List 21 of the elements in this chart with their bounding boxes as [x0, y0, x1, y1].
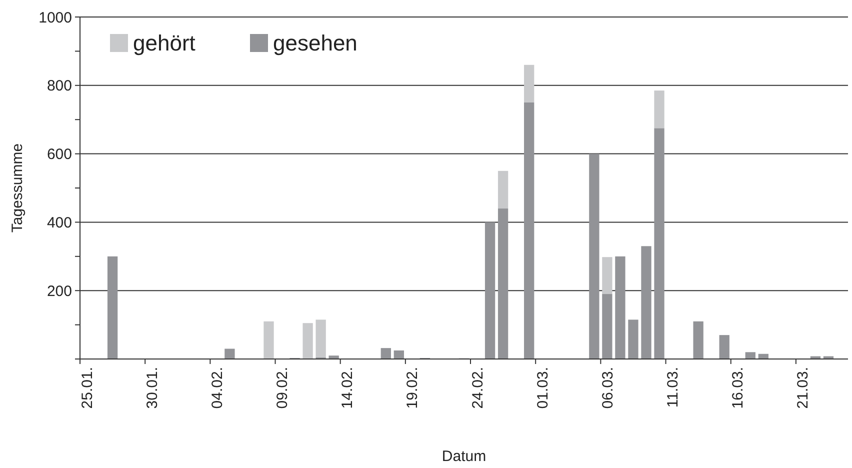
x-tick-label: 04.02.: [208, 367, 226, 409]
legend-label: gesehen: [273, 30, 358, 56]
y-tick-label: 800: [46, 78, 72, 95]
x-tick-label: 19.02.: [404, 367, 422, 409]
x-tick-label: 21.03.: [794, 367, 812, 409]
y-tick-label: 600: [46, 146, 72, 164]
y-tick-label: 400: [46, 214, 72, 232]
y-tick-label: 1000: [38, 9, 72, 26]
x-tick-label: 01.03.: [534, 367, 552, 409]
x-tick-label: 25.01.: [78, 367, 96, 409]
x-tick-label: 16.03.: [730, 367, 747, 409]
x-tick-label: 09.02.: [274, 367, 292, 409]
y-tick-label: 200: [46, 282, 72, 300]
legend-label: gehört: [133, 30, 196, 56]
x-axis-title: Datum: [442, 448, 486, 465]
x-tick-label: 06.03.: [599, 367, 616, 409]
y-axis-title: Tagessumme: [9, 143, 26, 233]
x-tick-label: 30.01.: [144, 367, 161, 409]
x-tick-label: 14.02.: [339, 367, 356, 409]
x-tick-label: 24.02.: [469, 367, 486, 409]
x-tick-label: 11.03.: [664, 367, 682, 408]
